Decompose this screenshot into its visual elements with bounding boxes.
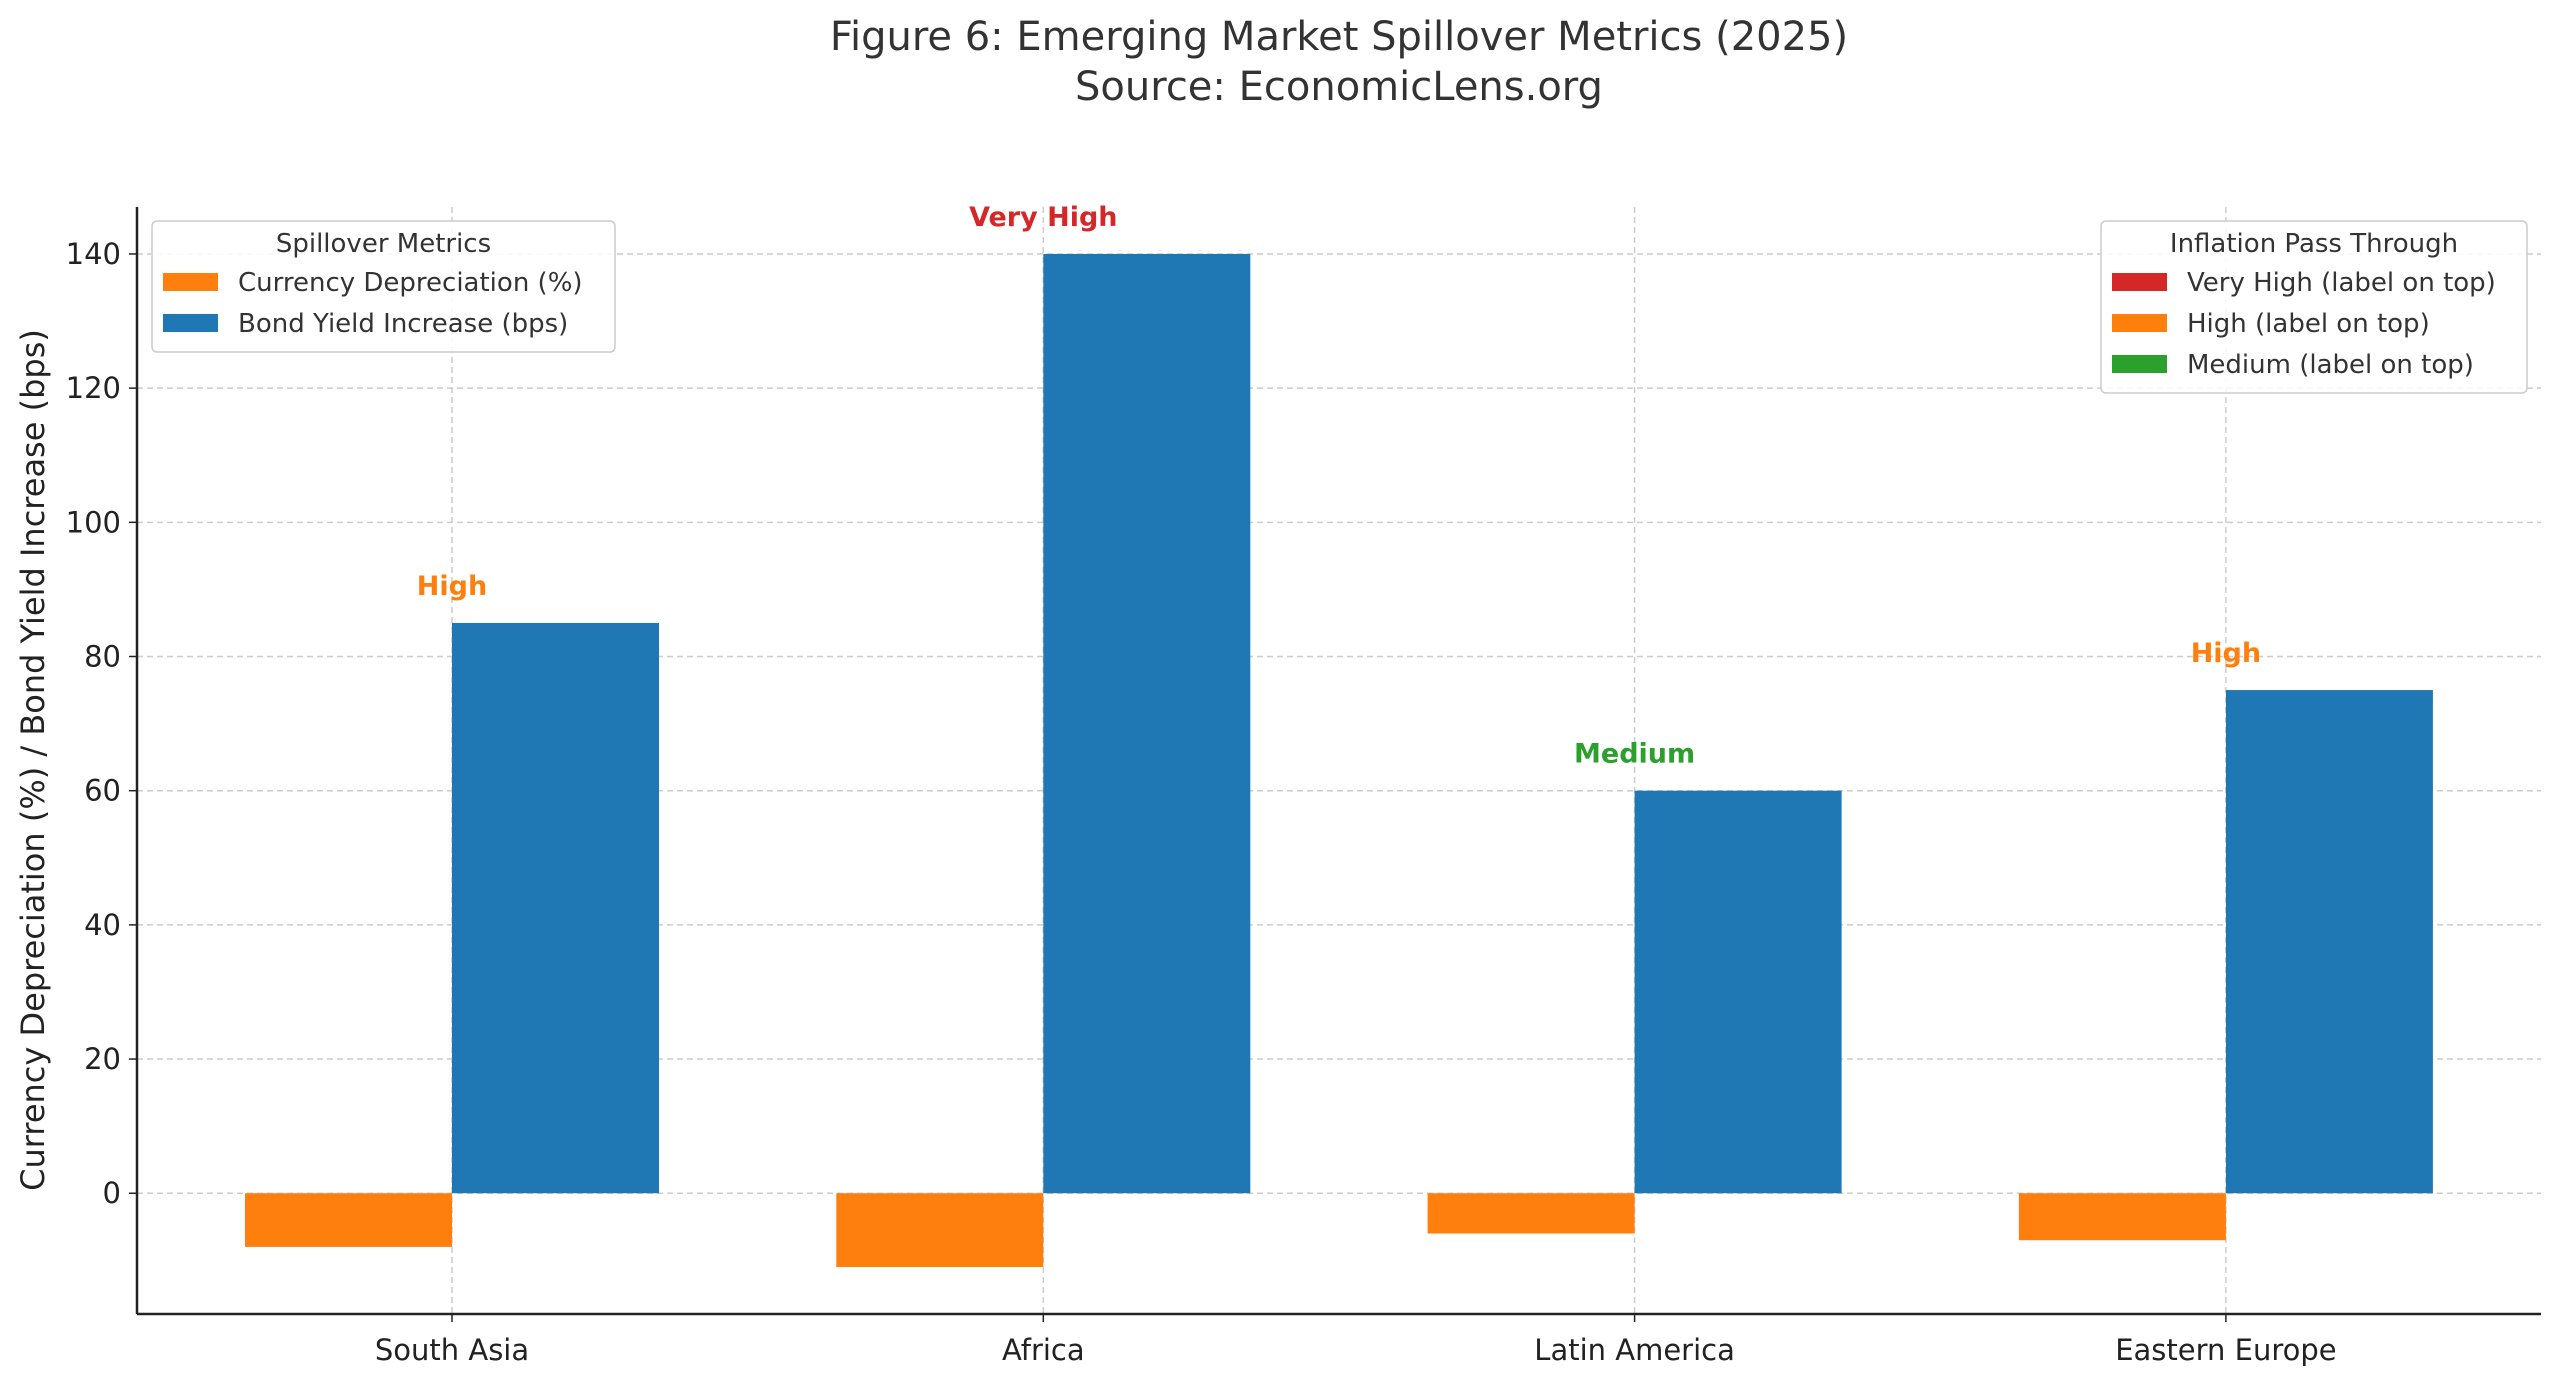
legend-entry-label: Bond Yield Increase (bps) [238, 309, 568, 339]
inflation-label: High [2191, 638, 2261, 669]
y-tick-label: 40 [84, 908, 121, 942]
legend-spillover-metrics: Spillover Metrics Currency Depreciation (… [151, 220, 616, 353]
legend-title: Inflation Pass Through [2170, 229, 2458, 259]
y-tick-label: 100 [66, 505, 121, 539]
bar-bond-yield-0 [452, 622, 659, 1194]
bar-bond-yield-2 [1634, 790, 1842, 1194]
legend-swatch [2112, 314, 2167, 332]
legend-swatch [2112, 273, 2167, 291]
legend-swatch [2112, 355, 2167, 373]
chart-subtitle: Source: EconomicLens.org [1075, 64, 1603, 110]
bar-currency-depreciation-0 [245, 1193, 452, 1247]
bar-bond-yield-3 [2225, 690, 2433, 1194]
bar-currency-depreciation-3 [2018, 1193, 2226, 1241]
bar-bond-yield-1 [1043, 253, 1251, 1194]
legend-entry-label: Very High (label on top) [2187, 268, 2496, 298]
y-tick-label: 140 [66, 237, 121, 271]
x-tick-label: Eastern Europe [2115, 1333, 2336, 1367]
x-tick-label: Latin America [1534, 1333, 1735, 1367]
bar-currency-depreciation-2 [1427, 1193, 1635, 1234]
annotations: High Very High Medium High [417, 202, 2261, 770]
y-tick-label: 80 [84, 640, 121, 674]
legend-entry-label: Currency Depreciation (%) [238, 268, 583, 298]
legend-inflation-pass-through: Inflation Pass Through Very High (label o… [2100, 220, 2528, 394]
legend-swatch [163, 314, 218, 332]
x-tick-label: Africa [1002, 1333, 1085, 1367]
x-tick-label: South Asia [375, 1333, 529, 1367]
legend-swatch [163, 273, 218, 291]
legend-entry-label: Medium (label on top) [2187, 350, 2474, 380]
chart-title: Figure 6: Emerging Market Spillover Metr… [830, 14, 1848, 60]
y-tick-label: 20 [84, 1042, 121, 1076]
legend-frame [2100, 220, 2528, 394]
legend-title: Spillover Metrics [276, 229, 491, 259]
inflation-label: Very High [969, 202, 1117, 233]
bars [245, 253, 2433, 1268]
inflation-label: Medium [1574, 739, 1695, 770]
y-tick-label: 0 [103, 1176, 121, 1210]
legends: Spillover Metrics Currency Depreciation (… [151, 220, 2528, 394]
ticks: 0 20 40 60 80 100 120 140 South Asia Africa Latin … [66, 207, 2541, 1367]
y-tick-label: 60 [84, 774, 121, 808]
y-axis-label: Currency Depreciation (%) / Bond Yield I… [14, 329, 52, 1191]
inflation-label: High [417, 571, 487, 602]
legend-entry-label: High (label on top) [2187, 309, 2430, 339]
bar-currency-depreciation-1 [836, 1193, 1044, 1268]
legend-frame [151, 220, 616, 353]
y-tick-label: 120 [66, 371, 121, 405]
